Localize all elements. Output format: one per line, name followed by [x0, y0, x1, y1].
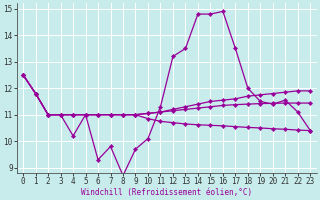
- X-axis label: Windchill (Refroidissement éolien,°C): Windchill (Refroidissement éolien,°C): [81, 188, 252, 197]
